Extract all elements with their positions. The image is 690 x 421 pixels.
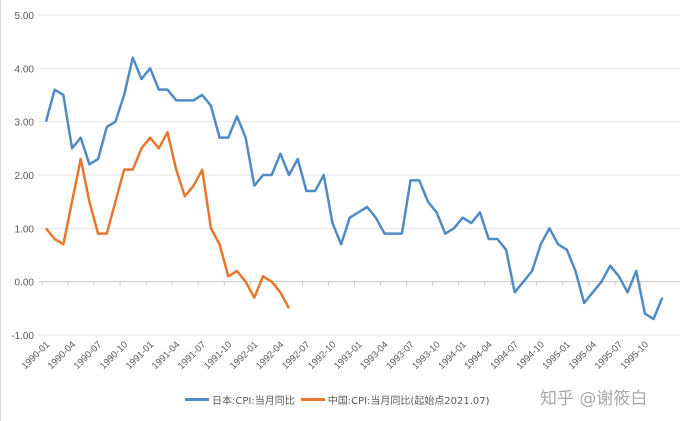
series-line-japan — [44, 56, 664, 321]
watermark: 知乎 @谢筱白 — [540, 389, 648, 409]
legend-item-china: 中国:CPI:当月同比(起始点2021.07) — [300, 392, 490, 407]
y-tick-label: 0.00 — [15, 278, 35, 289]
legend-item-japan: 日本:CPI:当月同比 — [185, 392, 295, 407]
y-tick-label: 5.00 — [15, 11, 35, 22]
legend-swatch-japan — [185, 398, 209, 401]
x-tick-label: 1995-10 — [619, 339, 651, 371]
y-tick-label: -1.00 — [11, 331, 34, 342]
y-tick-label: 4.00 — [15, 64, 35, 75]
y-tick-label: 3.00 — [15, 118, 35, 129]
y-tick-label: 1.00 — [15, 224, 35, 235]
legend-label-china: 中国:CPI:当月同比(起始点2021.07) — [327, 396, 490, 407]
legend-swatch-china — [300, 398, 325, 401]
y-tick-label: 2.00 — [15, 171, 35, 182]
legend-label-japan: 日本:CPI:当月同比 — [212, 396, 295, 407]
legend: 日本:CPI:当月同比 中国:CPI:当月同比(起始点2021.07) — [185, 392, 492, 407]
